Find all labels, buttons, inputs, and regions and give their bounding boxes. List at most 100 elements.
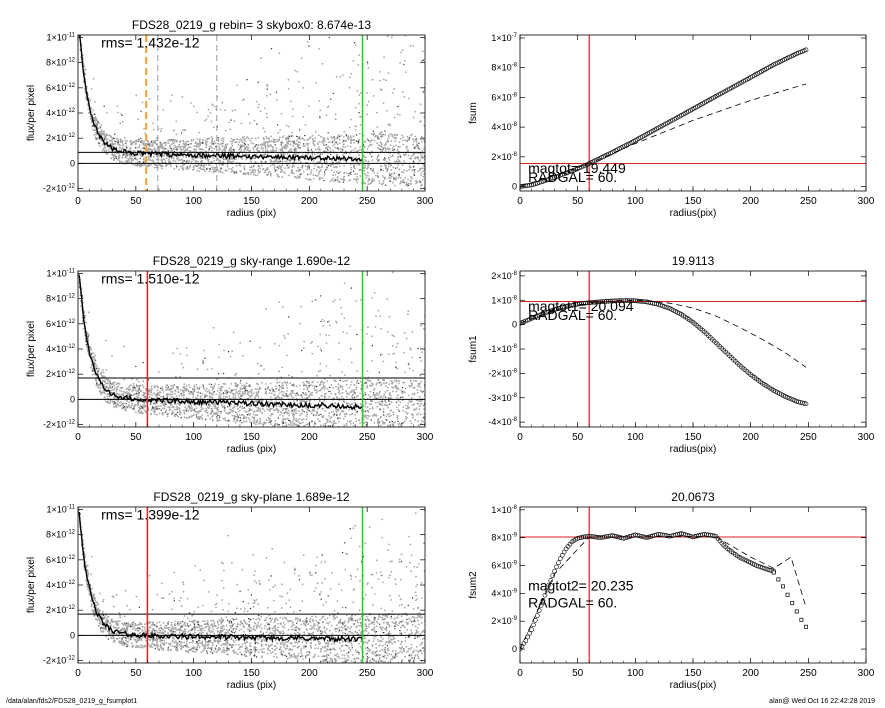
scatter-point	[130, 161, 133, 163]
scatter-point	[218, 164, 221, 166]
scatter-point	[339, 135, 341, 138]
scatter-point	[415, 182, 417, 185]
scatter-point	[310, 412, 313, 414]
scatter-point	[244, 407, 246, 409]
scatter-point	[124, 139, 127, 142]
scatter-point	[394, 184, 396, 187]
scatter-point	[155, 164, 157, 166]
scatter-point	[315, 414, 318, 416]
scatter-point	[176, 140, 178, 143]
scatter-point	[360, 429, 361, 430]
scatter-point	[284, 143, 287, 146]
scatter-point	[109, 382, 112, 384]
x-tick-label: 300	[417, 196, 434, 207]
scatter-point	[339, 177, 342, 180]
scatter-point	[178, 144, 181, 146]
scatter-point	[362, 429, 364, 431]
scatter-point	[231, 166, 234, 169]
scatter-point	[372, 393, 375, 396]
scatter-point	[102, 132, 105, 135]
scatter-point	[384, 167, 387, 170]
scatter-point	[120, 113, 122, 115]
scatter-point	[359, 92, 362, 94]
scatter-point	[344, 146, 347, 149]
scatter-point	[380, 434, 382, 436]
scatter-point	[193, 390, 195, 392]
scatter-point	[419, 413, 422, 416]
scatter-point	[385, 79, 388, 82]
scatter-point	[169, 153, 172, 155]
scatter-point	[411, 155, 413, 158]
scatter-point	[264, 145, 267, 148]
scatter-point	[339, 147, 342, 150]
scatter-point	[257, 150, 259, 152]
scatter-point	[298, 159, 301, 162]
scatter-point	[411, 32, 413, 34]
scatter-point	[199, 166, 202, 169]
scatter-point	[211, 386, 214, 389]
scatter-point	[282, 153, 285, 156]
scatter-point	[272, 149, 274, 152]
scatter-point	[396, 342, 399, 345]
scatter-point	[264, 107, 266, 110]
scatter-point	[137, 388, 140, 391]
scatter-point	[254, 171, 256, 173]
scatter-point	[136, 158, 138, 161]
scatter-point	[316, 374, 318, 377]
scatter-point	[136, 378, 138, 381]
scatter-point	[374, 401, 377, 404]
scatter-point	[96, 138, 99, 140]
scatter-point	[178, 168, 180, 171]
scatter-point	[170, 403, 173, 406]
scatter-point	[296, 70, 299, 73]
scatter-point	[363, 182, 366, 185]
scatter-point	[339, 75, 342, 78]
scatter-point	[350, 348, 352, 350]
scatter-point	[137, 396, 140, 399]
scatter-point	[410, 430, 412, 432]
scatter-point	[240, 146, 242, 148]
scatter-point	[294, 147, 296, 150]
scatter-point	[263, 142, 266, 145]
scatter-point	[232, 139, 235, 141]
scatter-point	[138, 406, 141, 409]
scatter-point	[297, 166, 299, 169]
scatter-point	[406, 149, 409, 152]
scatter-point	[275, 91, 278, 93]
scatter-point	[299, 138, 302, 140]
scatter-point	[257, 391, 260, 393]
scatter-point	[409, 166, 411, 169]
scatter-point	[121, 387, 123, 389]
scatter-point	[265, 94, 268, 97]
scatter-point	[325, 169, 327, 171]
scatter-point	[355, 417, 357, 420]
scatter-point	[108, 148, 110, 151]
scatter-point	[269, 174, 272, 177]
scatter-point	[193, 384, 196, 387]
scatter-point	[211, 103, 214, 106]
scatter-point	[291, 396, 294, 399]
scatter-point	[376, 434, 378, 436]
scatter-point	[336, 143, 339, 146]
scatter-point	[88, 311, 90, 314]
scatter-point	[356, 394, 359, 397]
scatter-point	[240, 122, 243, 125]
scatter-point	[394, 137, 396, 140]
scatter-point	[193, 168, 195, 171]
scatter-point	[379, 141, 382, 144]
scatter-point	[393, 134, 396, 137]
x-tick-label: 300	[858, 196, 875, 207]
scatter-point	[237, 393, 240, 396]
scatter-point	[246, 390, 248, 392]
scatter-point	[163, 405, 166, 408]
scatter-point	[287, 78, 290, 81]
scatter-point	[371, 177, 374, 180]
scatter-point	[94, 117, 97, 120]
scatter-point	[122, 154, 125, 156]
scatter-point	[323, 171, 326, 173]
scatter-point	[331, 137, 333, 139]
scatter-point	[379, 434, 381, 436]
scatter-point	[243, 415, 245, 417]
scatter-point	[350, 118, 352, 121]
scatter-point	[266, 116, 269, 119]
